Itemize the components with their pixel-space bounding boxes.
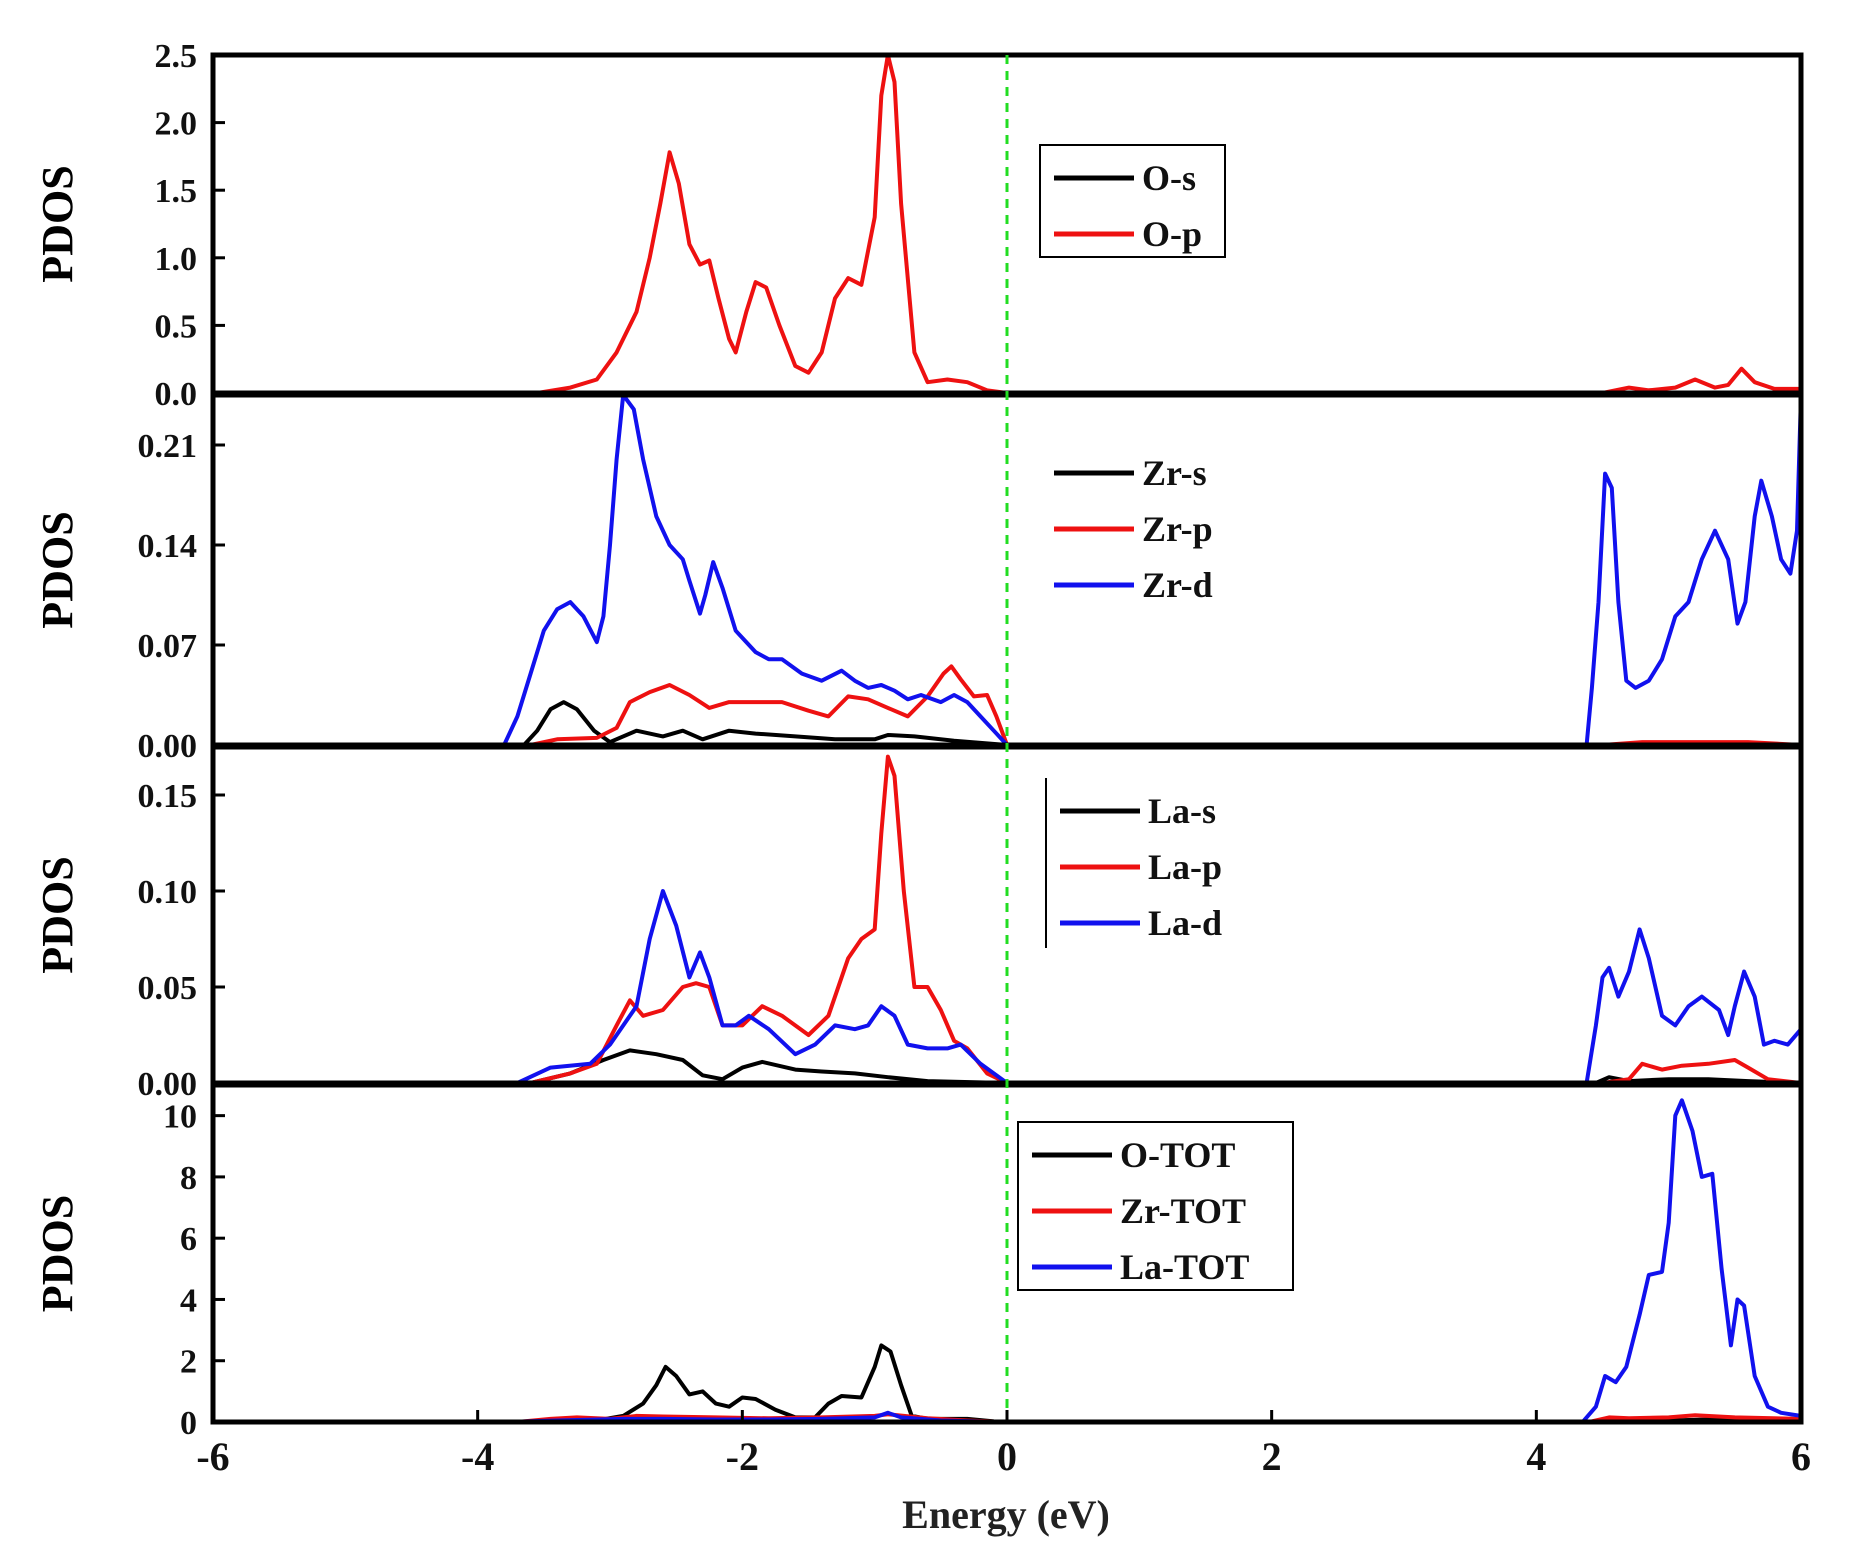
x-axis-ticks: -6 -4 -2 0 2 4 6 bbox=[196, 1410, 1811, 1479]
panel-tot: 0 2 4 6 8 10 PDOS O-TOT Zr-TOT La-TOT bbox=[33, 1082, 1804, 1442]
y-tick-label: 0.10 bbox=[138, 874, 198, 911]
panels: 0.0 0.5 1.0 1.5 2.0 2.5 PDOS O-s O-p 0.00 0.07 0.14… bbox=[33, 38, 1804, 1442]
y-tick-label: 6 bbox=[180, 1221, 197, 1258]
y-axis-label: PDOS bbox=[33, 1195, 82, 1312]
y-tick-label: 2.0 bbox=[155, 106, 198, 143]
legend-label: Zr-d bbox=[1142, 565, 1213, 605]
legend-label: Zr-p bbox=[1142, 509, 1213, 549]
legend-label: La-d bbox=[1148, 903, 1222, 943]
y-tick-label: 2 bbox=[180, 1344, 197, 1381]
legend-label: O-TOT bbox=[1120, 1135, 1235, 1175]
x-axis-label: Energy (eV) bbox=[902, 1492, 1110, 1537]
series-line-la-d bbox=[213, 889, 1801, 1083]
y-tick-label: 1.0 bbox=[155, 241, 198, 278]
y-tick-label: 0.14 bbox=[138, 528, 198, 565]
y-tick-label: 0.00 bbox=[138, 1066, 198, 1103]
legend-label: O-s bbox=[1142, 158, 1196, 198]
y-tick-label: 0 bbox=[180, 1405, 197, 1442]
legend-label: La-p bbox=[1148, 847, 1222, 887]
x-tick-label: 2 bbox=[1262, 1434, 1282, 1479]
series-line-o-p bbox=[213, 53, 1801, 393]
legend-box bbox=[1039, 144, 1226, 258]
y-tick-label: 0.0 bbox=[155, 376, 198, 413]
legend-box bbox=[1017, 1121, 1294, 1291]
y-tick-label: 0.05 bbox=[138, 970, 198, 1007]
legend-label: Zr-TOT bbox=[1120, 1191, 1246, 1231]
x-tick-label: 6 bbox=[1791, 1434, 1811, 1479]
x-tick-label: 0 bbox=[997, 1434, 1017, 1479]
y-axis-label: PDOS bbox=[33, 511, 82, 628]
x-tick-label: -6 bbox=[196, 1434, 229, 1479]
y-tick-label: 0.21 bbox=[138, 428, 198, 465]
legend-label: La-TOT bbox=[1120, 1247, 1249, 1287]
y-tick-label: 0.07 bbox=[138, 628, 198, 665]
series-line-la-p bbox=[213, 754, 1801, 1083]
y-tick-label: 1.5 bbox=[155, 173, 198, 210]
y-tick-label: 2.5 bbox=[155, 38, 198, 75]
legend-label: O-p bbox=[1142, 214, 1202, 254]
series-line-zr-s bbox=[213, 700, 1801, 745]
legend-label: La-s bbox=[1148, 791, 1216, 831]
panel-o-series bbox=[213, 53, 1801, 393]
y-tick-label: 0.00 bbox=[138, 728, 198, 765]
y-axis-label: PDOS bbox=[33, 165, 82, 282]
panel-zr-series bbox=[213, 393, 1801, 745]
legend-zr: Zr-s Zr-p Zr-d bbox=[1054, 453, 1213, 605]
y-tick-label: 4 bbox=[180, 1282, 197, 1319]
y-axis-label: PDOS bbox=[33, 856, 82, 973]
legend-label: Zr-s bbox=[1142, 453, 1207, 493]
y-tick-label: 0.5 bbox=[155, 308, 198, 345]
y-tick-label: 0.15 bbox=[138, 778, 198, 815]
legend-tot: O-TOT Zr-TOT La-TOT bbox=[1017, 1121, 1294, 1291]
y-tick-label: 10 bbox=[163, 1099, 197, 1136]
series-line-zr-d bbox=[213, 393, 1801, 745]
x-tick-label: -2 bbox=[726, 1434, 759, 1479]
legend-la: La-s La-p La-d bbox=[1045, 778, 1222, 948]
x-tick-label: -4 bbox=[461, 1434, 494, 1479]
legend-o: O-s O-p bbox=[1039, 144, 1226, 258]
x-tick-label: 4 bbox=[1526, 1434, 1546, 1479]
y-tick-label: 8 bbox=[180, 1160, 197, 1197]
